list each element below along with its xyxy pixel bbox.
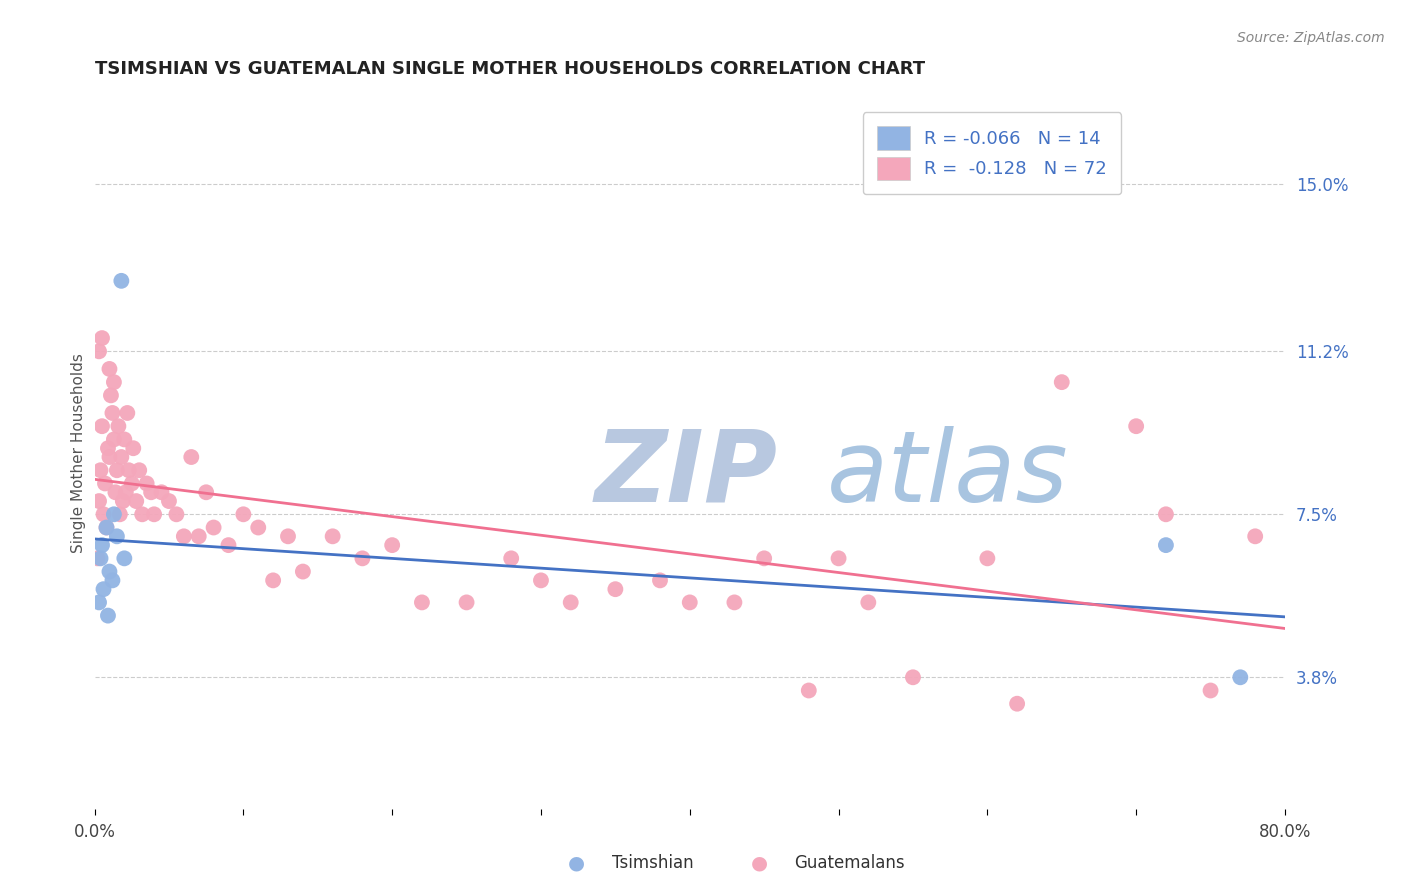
Point [679, 595, 702, 609]
Y-axis label: Single Mother Households: Single Mother Households [72, 352, 86, 552]
Point [1229, 670, 1251, 684]
Point [352, 551, 374, 566]
Point [98, 565, 121, 579]
Point [858, 595, 880, 609]
Point [98, 450, 121, 464]
Point [112, 433, 135, 447]
Point [1199, 683, 1222, 698]
Point [648, 574, 671, 588]
Point [157, 494, 180, 508]
Point [91, 538, 114, 552]
Point [89, 463, 111, 477]
Point [110, 450, 132, 464]
Point [1005, 697, 1028, 711]
Point [754, 551, 776, 566]
Point [901, 670, 924, 684]
Point [150, 485, 173, 500]
Point [114, 485, 136, 500]
Point [262, 574, 284, 588]
Point [1154, 508, 1177, 522]
Point [247, 520, 270, 534]
Point [381, 538, 404, 552]
Point [103, 375, 125, 389]
Point [117, 406, 139, 420]
Point [411, 595, 433, 609]
Point [108, 508, 131, 522]
Point [128, 463, 150, 477]
Point [218, 538, 240, 552]
Point [143, 508, 166, 522]
Text: Source: ZipAtlas.com: Source: ZipAtlas.com [1237, 31, 1385, 45]
Text: ●: ● [751, 854, 768, 872]
Point [202, 520, 225, 534]
Point [976, 551, 998, 566]
Point [501, 551, 523, 566]
Point [112, 551, 135, 566]
Point [195, 485, 218, 500]
Point [125, 494, 148, 508]
Point [103, 433, 125, 447]
Point [107, 419, 129, 434]
Text: TSIMSHIAN VS GUATEMALAN SINGLE MOTHER HOUSEHOLDS CORRELATION CHART: TSIMSHIAN VS GUATEMALAN SINGLE MOTHER HO… [94, 60, 925, 78]
Point [86, 551, 108, 566]
Point [139, 485, 162, 500]
Point [100, 388, 122, 402]
Point [187, 529, 209, 543]
Point [180, 450, 202, 464]
Point [105, 529, 128, 543]
Point [96, 520, 118, 534]
Point [530, 574, 553, 588]
Legend: R = -0.066   N = 14, R =  -0.128   N = 72: R = -0.066 N = 14, R = -0.128 N = 72 [863, 112, 1121, 194]
Point [91, 419, 114, 434]
Point [1244, 529, 1267, 543]
Point [232, 508, 254, 522]
Point [96, 520, 118, 534]
Point [797, 683, 820, 698]
Text: Tsimshian: Tsimshian [612, 855, 693, 872]
Point [87, 494, 110, 508]
Point [111, 494, 134, 508]
Point [103, 508, 125, 522]
Point [91, 331, 114, 345]
Point [291, 565, 314, 579]
Point [122, 441, 145, 455]
Text: ZIP: ZIP [595, 425, 778, 523]
Point [322, 529, 344, 543]
Point [110, 274, 132, 288]
Point [560, 595, 582, 609]
Point [827, 551, 849, 566]
Point [94, 476, 117, 491]
Point [104, 485, 127, 500]
Point [277, 529, 299, 543]
Text: atlas: atlas [827, 425, 1069, 523]
Point [1125, 419, 1147, 434]
Point [105, 463, 128, 477]
Point [1154, 538, 1177, 552]
Point [93, 508, 115, 522]
Point [723, 595, 745, 609]
Point [121, 476, 143, 491]
Point [87, 595, 110, 609]
Point [97, 608, 120, 623]
Point [456, 595, 478, 609]
Point [135, 476, 157, 491]
Point [605, 582, 627, 597]
Point [1050, 375, 1073, 389]
Point [93, 582, 115, 597]
Point [131, 508, 153, 522]
Point [165, 508, 187, 522]
Text: ●: ● [568, 854, 585, 872]
Text: Guatemalans: Guatemalans [794, 855, 905, 872]
Point [101, 574, 124, 588]
Point [97, 441, 120, 455]
Point [89, 551, 111, 566]
Point [87, 344, 110, 359]
Point [118, 463, 141, 477]
Point [101, 406, 124, 420]
Point [173, 529, 195, 543]
Point [98, 362, 121, 376]
